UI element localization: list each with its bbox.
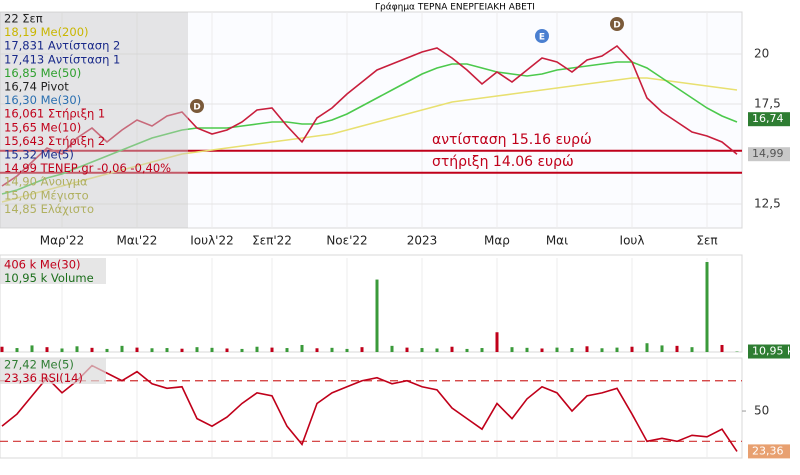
volume-bar [346,349,349,352]
legend-entry: 16,85 Me(50) [4,66,81,80]
volume-bar [541,348,544,352]
x-tick-label: 2023 [407,234,438,248]
level-label: στήριξη 14.06 ευρώ [432,154,574,170]
volume-bar [61,348,64,352]
y-tick-label: 50 [754,404,769,418]
event-label: D [613,21,620,31]
level-label: αντίσταση 15.16 ευρώ [432,132,592,148]
volume-bar [706,262,709,352]
volume-bar [211,348,214,352]
volume-bar [106,349,109,352]
volume-bar [16,348,19,352]
x-tick-label: Σεπ [696,234,717,248]
x-tick-label: Μαρ'22 [40,234,84,248]
legend-entry: 15,65 Me(10) [4,120,81,134]
rsi-panel [0,358,742,458]
y-tick-label: 17,5 [754,97,781,111]
legend-entry: 10,95 k Volume [4,271,94,285]
legend-entry: 16,30 Me(30) [4,93,81,107]
event-label: D [193,103,200,113]
volume-bar [556,348,559,352]
volume-bar [391,346,394,352]
x-tick-label: Νοε'22 [326,234,367,248]
volume-bar [91,348,94,352]
chart-title: Γράφημα ΤΕΡΝΑ ΕΝΕΡΓΕΙΑΚΗ ΑΒΕΤΙ [375,3,535,13]
volume-bar [271,348,274,352]
event-label: E [539,33,545,43]
volume-bar [571,348,574,352]
legend-entry: 17,413 Αντίσταση 1 [4,52,120,66]
volume-bar [226,348,229,352]
legend-entry: 16,061 Στήριξη 1 [4,107,105,121]
legend-entry: 14,99 ΤΕΝΕΡ.gr -0,06 -0,40% [4,161,171,175]
x-tick-label: Μαι [546,234,568,248]
volume-bar [511,347,514,352]
volume-bar [136,348,139,352]
legend-entry: 16,74 Pivot [4,80,69,94]
volume-bar [241,349,244,352]
volume-bar [616,348,619,352]
volume-bar [451,347,454,352]
volume-bar [361,347,364,352]
value-tag-label: 10,95 k [752,345,794,358]
legend-entry: 15,32 Me(5) [4,148,74,162]
volume-bar [316,348,319,352]
volume-bar [301,345,304,352]
volume-bar [331,348,334,352]
volume-bar [676,346,679,352]
volume-bar [691,347,694,352]
x-tick-label: Σεπ'22 [252,234,292,248]
volume-bar [196,347,199,352]
value-tag-label: 16,74 [752,112,784,125]
volume-bar [256,347,259,352]
volume-bar [286,348,289,352]
legend-entry: 18,19 Me(200) [4,25,89,39]
volume-bar [181,349,184,352]
volume-bar [406,348,409,352]
legend-entry: 14,90 Άνοιγμα [4,175,88,189]
volume-bar [496,332,499,352]
volume-bar [586,346,589,352]
volume-bar [121,346,124,352]
y-tick-label: 20 [754,47,769,61]
volume-bar [481,348,484,352]
volume-bar [466,349,469,352]
legend-entry: 15,00 Μέγιστο [4,188,89,202]
x-tick-label: Μαρ [484,234,510,248]
volume-bar [166,348,169,352]
legend-entry: 15,643 Στήριξη 2 [4,134,105,148]
volume-bar [646,343,649,352]
volume-bar [376,280,379,352]
volume-bar [601,348,604,352]
legend-entry: 17,831 Αντίσταση 2 [4,39,120,53]
legend-entry: 406 k Me(30) [4,258,81,272]
y-tick-label: 12,5 [754,197,781,211]
volume-bar [76,346,79,352]
volume-bar [421,348,424,352]
x-tick-label: Ιουλ [620,234,645,248]
legend-entry: 22 Σεπ [4,12,43,26]
value-tag-label: 23,36 [752,444,784,457]
legend-entry: 14,85 Ελάχιστο [4,202,94,216]
value-tag-label: 14,99 [752,147,784,160]
x-tick-label: Μαι'22 [117,234,158,248]
volume-bar [631,347,634,352]
volume-bar [721,345,724,352]
volume-bar [31,345,34,352]
volume-bar [1,347,4,352]
volume-panel [0,255,742,352]
volume-bar [46,347,49,352]
volume-bar [661,345,664,352]
volume-bar [436,348,439,352]
legend-entry: 27,42 Me(5) [4,358,74,372]
legend-entry: 23,36 RSI(14) [4,371,83,385]
volume-bar [526,348,529,352]
volume-bar [151,348,154,352]
x-tick-label: Ιουλ'22 [190,234,234,248]
